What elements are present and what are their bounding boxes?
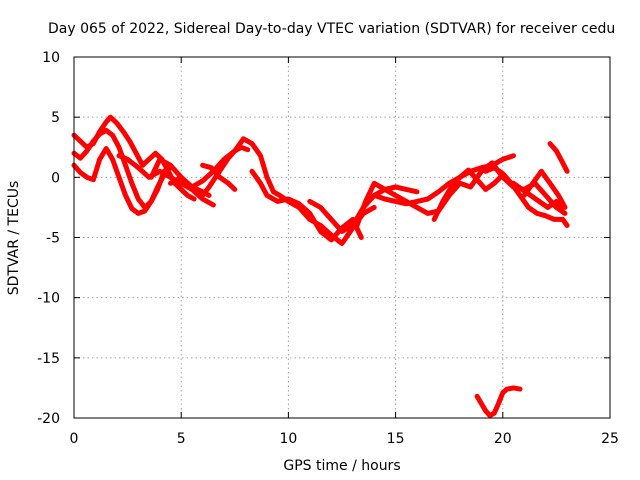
series-arc-3	[71, 146, 167, 216]
y-tick-label: -15	[37, 351, 60, 367]
x-tick-label: 15	[387, 431, 405, 447]
y-tick-label: -10	[37, 291, 60, 307]
series-arc-18	[474, 385, 523, 419]
y-tick-label: -20	[37, 411, 60, 427]
series-arc-13	[431, 167, 514, 222]
y-tick-label: 10	[42, 50, 60, 66]
x-tick-label: 5	[177, 431, 186, 447]
ticks	[73, 56, 611, 419]
series-layer	[71, 114, 570, 419]
x-tick-label: 20	[494, 431, 512, 447]
series-arc-7	[200, 144, 251, 198]
x-axis-title: GPS time / hours	[283, 458, 400, 474]
y-tick-label: -5	[46, 231, 60, 247]
series-arc-17	[547, 141, 570, 174]
x-tick-label: 10	[279, 431, 297, 447]
series-arc-6	[168, 136, 377, 246]
y-axis-title: SDTVAR / TECUs	[6, 181, 22, 296]
series-arc-15	[511, 180, 566, 210]
y-tick-label: 5	[51, 110, 60, 126]
series-arc-4	[116, 153, 216, 208]
tick-labels: 0 5 10 15 20 25 -20 -15 -10 -5 0 5 10	[37, 50, 619, 447]
x-tick-label: 0	[70, 431, 79, 447]
series-arc-16	[521, 168, 568, 210]
series-arc-11	[354, 160, 568, 228]
chart-title: Day 065 of 2022, Sidereal Day-to-day VTE…	[48, 21, 615, 37]
series-arc-12	[371, 153, 516, 207]
y-tick-label: 0	[51, 170, 60, 186]
x-tick-label: 25	[601, 431, 619, 447]
series-arc-8	[200, 162, 238, 192]
series-arc-14	[483, 165, 570, 228]
series-arc-9	[249, 168, 364, 243]
grid	[74, 57, 610, 418]
